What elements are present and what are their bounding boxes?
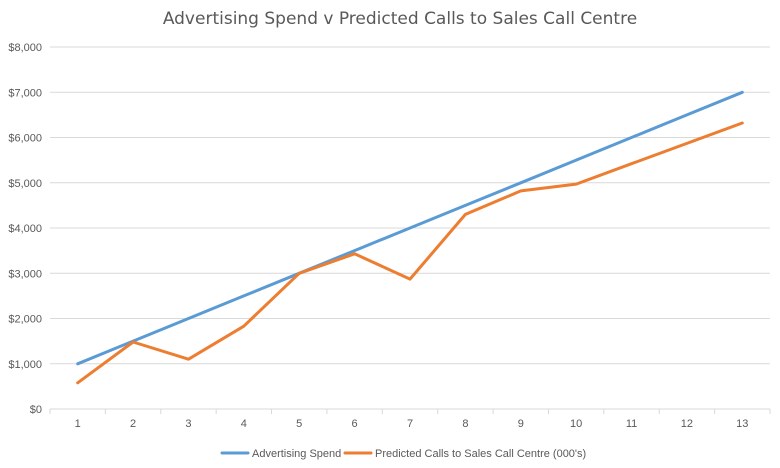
y-tick-label: $6,000: [8, 133, 42, 145]
y-tick-label: $2,000: [8, 314, 42, 326]
x-tick-label: 2: [130, 418, 136, 430]
y-tick-label: $4,000: [8, 223, 42, 235]
y-axis: $0 $1,000 $2,000 $3,000 $4,000 $5,000 $6,000 $7…: [8, 42, 42, 416]
x-axis: 1 2 3 4 5 6 7 8 9 10 11 12 13: [49, 409, 771, 430]
x-tick-label: 8: [462, 418, 468, 430]
x-tick-label: 13: [736, 418, 748, 430]
y-tick-label: $1,000: [8, 359, 42, 371]
legend-label: Advertising Spend: [252, 448, 341, 460]
x-tick-label: 3: [185, 418, 191, 430]
x-tick-label: 9: [518, 418, 524, 430]
y-tick-label: $8,000: [8, 42, 42, 54]
chart-title: Advertising Spend v Predicted Calls to S…: [163, 9, 637, 29]
x-tick-label: 6: [352, 418, 358, 430]
y-tick-label: $3,000: [8, 268, 42, 280]
y-tick-label: $5,000: [8, 178, 42, 190]
legend: Advertising Spend Predicted Calls to Sale…: [220, 448, 586, 460]
x-tick-label: 1: [75, 418, 81, 430]
y-tick-label: $0: [30, 404, 42, 416]
x-tick-label: 12: [681, 418, 693, 430]
x-tick-label: 4: [241, 418, 247, 430]
legend-label: Predicted Calls to Sales Call Centre (00…: [375, 448, 586, 460]
y-tick-label: $7,000: [8, 87, 42, 99]
series-line-predicted-calls: [76, 121, 744, 385]
x-tick-label: 10: [570, 418, 582, 430]
x-tick-label: 7: [407, 418, 413, 430]
series-layer: [76, 90, 744, 385]
x-tick-label: 5: [296, 418, 302, 430]
series-line-advertising-spend: [76, 90, 744, 366]
x-tick-label: 11: [626, 418, 637, 430]
